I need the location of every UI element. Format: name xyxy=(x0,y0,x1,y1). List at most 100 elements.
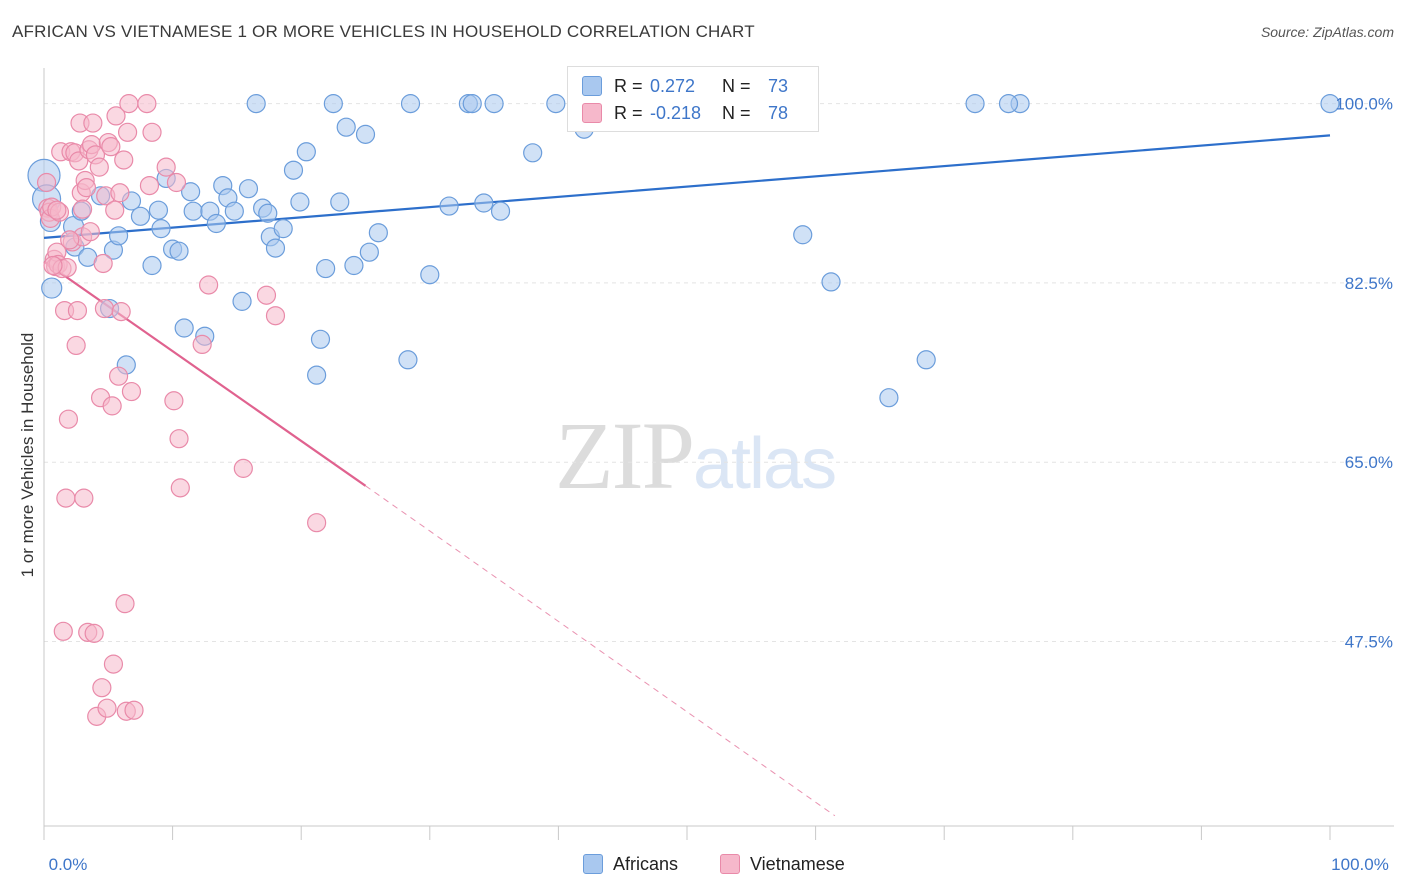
vietnamese-point xyxy=(93,253,113,274)
vietnamese-point xyxy=(47,200,67,220)
vietnamese-swatch xyxy=(582,103,602,123)
vietnamese-point xyxy=(84,623,104,643)
african-point xyxy=(290,192,310,212)
african-point xyxy=(336,117,356,137)
vietnamese-point xyxy=(139,175,160,196)
african-point xyxy=(238,179,259,199)
legend-row-vietnamese: R = -0.218 N = 78 xyxy=(582,101,788,125)
vietnamese-point xyxy=(60,230,80,250)
vietnamese-trend-extension xyxy=(365,485,836,817)
african-point xyxy=(420,265,440,285)
african-point xyxy=(546,94,566,114)
trend-lines xyxy=(43,134,1331,817)
legend-row-africans: R = 0.272 N = 73 xyxy=(582,74,788,98)
african-point xyxy=(344,255,364,276)
africans-r-value: 0.272 xyxy=(650,75,696,96)
african-point xyxy=(400,94,421,114)
vietnamese-point xyxy=(156,157,176,177)
watermark-zip: ZIP xyxy=(555,402,695,509)
african-point xyxy=(474,193,494,213)
african-point xyxy=(793,225,813,245)
african-point xyxy=(273,219,293,239)
stats-legend: R = 0.272 N = 73 R = -0.218 N = 78 xyxy=(567,66,819,132)
vietnamese-point xyxy=(53,621,73,641)
african-trend-line xyxy=(43,134,1331,239)
y-tick-label: 100.0% xyxy=(1335,95,1393,114)
vietnamese-point xyxy=(256,285,277,305)
vietnamese-r-value: -0.218 xyxy=(650,102,702,123)
african-point xyxy=(224,201,244,221)
vietnamese-point xyxy=(265,306,286,326)
african-point xyxy=(169,241,189,261)
vietnamese-point xyxy=(94,298,115,319)
vietnamese-point xyxy=(199,275,219,295)
vietnamese-point xyxy=(66,335,86,356)
vietnamese-point xyxy=(89,157,109,177)
vietnamese-point xyxy=(72,199,93,219)
vietnamese-n-label: N = xyxy=(722,102,751,123)
vietnamese-r-label: R = xyxy=(614,102,643,123)
vietnamese-point xyxy=(192,334,212,355)
y-tick-label: 65.0% xyxy=(1345,453,1393,472)
vietnamese-point xyxy=(56,488,76,508)
bottom-legend-vietnamese: Vietnamese xyxy=(720,852,845,876)
african-point xyxy=(316,258,336,279)
chart-title: AFRICAN VS VIETNAMESE 1 OR MORE VEHICLES… xyxy=(12,22,755,41)
africans-legend-swatch xyxy=(583,854,603,874)
vietnamese-point xyxy=(137,94,157,114)
vietnamese-point xyxy=(67,300,88,321)
african-point xyxy=(490,201,511,221)
african-point xyxy=(879,388,899,408)
african-point xyxy=(151,219,171,239)
vietnamese-legend-swatch xyxy=(720,854,740,874)
african-point xyxy=(232,291,252,311)
vietnamese-point xyxy=(105,200,125,220)
african-point xyxy=(258,203,278,223)
vietnamese-point xyxy=(115,594,135,614)
vietnamese-point xyxy=(124,700,144,720)
african-point xyxy=(821,272,841,292)
vietnamese-point xyxy=(170,478,190,498)
africans-n-value: 73 xyxy=(768,75,789,96)
vietnamese-point xyxy=(106,106,126,126)
vietnamese-point xyxy=(108,366,129,386)
source-label: Source: ZipAtlas.com xyxy=(1260,24,1394,40)
vietnamese-point xyxy=(233,458,253,478)
african-point xyxy=(183,201,203,221)
watermark-atlas: atlas xyxy=(693,424,837,504)
african-point xyxy=(174,318,194,338)
vietnamese-point xyxy=(102,396,122,416)
vietnamese-trend-line xyxy=(43,260,367,487)
vietnamese-point xyxy=(110,183,130,203)
vietnamese-point xyxy=(101,137,121,157)
african-point xyxy=(181,182,201,202)
vietnamese-point xyxy=(166,172,187,193)
watermark: ZIPatlas xyxy=(555,400,837,511)
african-point xyxy=(998,94,1019,114)
african-point xyxy=(296,142,316,162)
africans-swatch xyxy=(582,76,602,96)
african-point xyxy=(283,160,304,180)
vietnamese-point xyxy=(74,488,94,508)
african-point xyxy=(310,329,331,349)
african-point xyxy=(130,206,151,226)
african-point xyxy=(359,242,379,262)
african-point xyxy=(108,226,129,246)
y-tick-label: 47.5% xyxy=(1345,633,1393,652)
african-point xyxy=(484,94,504,114)
vietnamese-point xyxy=(142,122,162,142)
y-tick-label: 82.5% xyxy=(1345,274,1393,293)
african-point xyxy=(439,196,459,216)
vietnamese-point xyxy=(83,113,103,133)
vietnamese-point xyxy=(58,409,79,429)
vietnamese-point xyxy=(121,381,142,402)
african-point xyxy=(368,223,388,243)
vietnamese-point xyxy=(97,698,117,718)
african-point xyxy=(246,94,266,114)
vietnamese-point xyxy=(164,391,184,411)
african-point xyxy=(307,365,327,385)
african-point xyxy=(355,124,376,144)
african-point xyxy=(148,200,169,220)
africans-n-label: N = xyxy=(722,75,751,96)
